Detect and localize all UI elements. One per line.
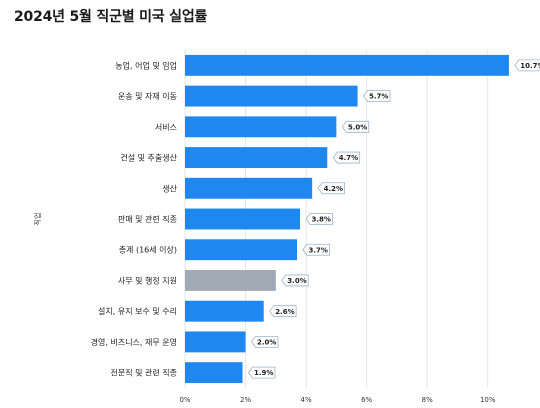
value-label: 3.8% xyxy=(312,216,331,224)
x-tick-label: 8% xyxy=(422,396,433,404)
value-badge xyxy=(341,120,370,133)
x-tick-label: 10% xyxy=(480,396,496,404)
value-label: 5.0% xyxy=(348,123,367,131)
value-badge xyxy=(251,336,279,348)
bar xyxy=(185,331,246,353)
x-tick-label: 6% xyxy=(361,396,372,404)
bar xyxy=(185,362,243,384)
bar xyxy=(185,147,328,168)
value-badge xyxy=(305,213,333,225)
value-label: 1.9% xyxy=(254,369,273,377)
bar xyxy=(185,208,301,230)
category-label: 운송 및 자재 이동 xyxy=(118,91,177,101)
value-badge xyxy=(317,182,345,195)
value-label: 5.7% xyxy=(369,93,388,101)
x-tick-label: 0% xyxy=(179,396,190,404)
chart-title: 2024년 5월 직군별 미국 실업률 xyxy=(14,9,208,25)
value-labels: 10.7% 5.7% 5.0% 4.7% 4.2% 3.8% 3.7% 3.0% 2.6% 2.0… xyxy=(248,59,540,379)
value-badge xyxy=(281,274,309,287)
value-label: 4.2% xyxy=(324,185,343,193)
x-tick-label: 4% xyxy=(301,396,312,404)
bar xyxy=(185,239,298,261)
bar xyxy=(185,300,264,322)
category-label: 사무 및 행정 지원 xyxy=(118,275,177,285)
x-tick-labels: 0% 2% 4% 6% 8% 10% xyxy=(179,396,495,404)
category-label: 설치, 유지 보수 및 수리 xyxy=(98,306,177,316)
value-label: 3.7% xyxy=(308,246,327,254)
category-label: 전문직 및 관련 직종 xyxy=(110,368,177,378)
bar xyxy=(185,270,276,291)
value-badge xyxy=(248,366,276,379)
value-label: 10.7% xyxy=(520,62,540,70)
category-label: 판매 및 관련 직종 xyxy=(118,214,177,224)
y-axis-title: 직업 xyxy=(33,213,42,226)
category-label: 농업, 어업 및 임업 xyxy=(115,60,177,70)
value-badge xyxy=(332,151,361,164)
value-label: 4.7% xyxy=(339,154,358,162)
x-tick-label: 2% xyxy=(240,396,251,404)
value-badge xyxy=(514,59,540,72)
bar xyxy=(185,116,337,138)
bar xyxy=(185,177,313,199)
value-badge xyxy=(269,305,297,318)
category-label: 총계 (16세 이상) xyxy=(119,245,177,255)
value-label: 2.6% xyxy=(275,308,294,316)
bar xyxy=(185,85,358,107)
category-label: 건설 및 추출생산 xyxy=(120,153,177,163)
value-badge xyxy=(302,243,330,256)
bar xyxy=(185,54,509,76)
category-label: 생산 xyxy=(162,183,177,193)
bars xyxy=(185,54,509,384)
value-label: 2.0% xyxy=(257,339,276,347)
value-badge xyxy=(363,90,391,102)
category-label: 서비스 xyxy=(155,123,177,132)
value-label: 3.0% xyxy=(287,277,306,285)
category-label: 경영, 비즈니스, 재무 운영 xyxy=(91,337,177,347)
